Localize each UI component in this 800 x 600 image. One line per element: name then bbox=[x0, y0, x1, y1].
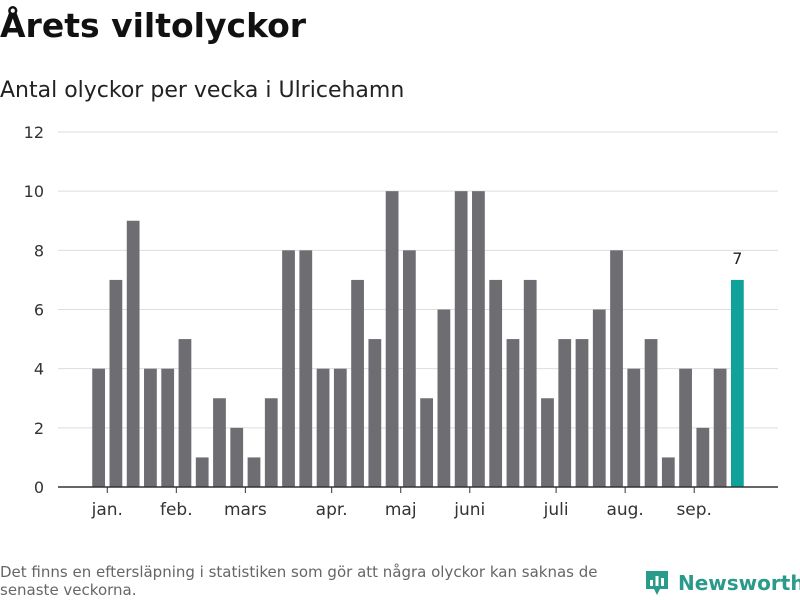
chart-title: Årets viltolyckor bbox=[0, 6, 307, 45]
bar bbox=[679, 368, 692, 487]
bar bbox=[213, 398, 226, 487]
bar bbox=[541, 398, 554, 487]
brand-name: Newsworthy bbox=[678, 571, 800, 595]
bar bbox=[230, 427, 244, 487]
bar bbox=[506, 339, 520, 487]
x-month-label: juni bbox=[453, 500, 485, 520]
bar bbox=[472, 191, 485, 488]
newsworthy-logo[interactable]: Newsworthy bbox=[644, 569, 800, 597]
last-value-label: 7 bbox=[732, 249, 742, 268]
newsworthy-logo-icon bbox=[646, 571, 668, 595]
bar bbox=[316, 368, 330, 487]
bar bbox=[558, 339, 572, 487]
bar bbox=[402, 250, 416, 487]
bar-chart: 0 2 4 6 8 10 12 jan. feb. mars apr. maj juni juli aug… bbox=[24, 123, 778, 520]
y-tick-label: 10 bbox=[24, 182, 44, 201]
bar bbox=[592, 309, 606, 487]
bar bbox=[610, 250, 623, 487]
x-axis-month-labels: jan. feb. mars apr. maj juni juli aug. sep. bbox=[91, 487, 712, 520]
y-tick-label: 6 bbox=[34, 301, 44, 320]
bar bbox=[299, 250, 313, 487]
bar-latest-week bbox=[730, 279, 744, 487]
x-month-label: juli bbox=[543, 500, 569, 520]
bar bbox=[126, 220, 140, 487]
bar bbox=[247, 457, 261, 487]
y-tick-label: 0 bbox=[34, 478, 44, 497]
bar bbox=[109, 279, 123, 487]
bar bbox=[661, 457, 675, 487]
bar bbox=[454, 191, 468, 488]
bar bbox=[575, 339, 589, 487]
bar bbox=[144, 368, 157, 487]
x-month-label: feb. bbox=[160, 500, 193, 520]
bar bbox=[92, 368, 106, 487]
bar bbox=[437, 309, 451, 487]
bar bbox=[696, 427, 710, 487]
y-tick-label: 2 bbox=[34, 419, 44, 438]
footnote: Det finns en eftersläpning i statistiken… bbox=[0, 563, 598, 599]
bar bbox=[385, 191, 399, 488]
x-month-label: aug. bbox=[606, 500, 643, 520]
bars bbox=[92, 191, 744, 488]
x-month-label: maj bbox=[385, 500, 417, 520]
y-tick-label: 8 bbox=[34, 241, 44, 260]
bar bbox=[282, 250, 295, 487]
bar bbox=[627, 368, 641, 487]
y-tick-label: 12 bbox=[24, 123, 44, 142]
bar bbox=[351, 279, 364, 487]
bar bbox=[264, 398, 278, 487]
grid-lines bbox=[58, 131, 778, 429]
x-month-label: mars bbox=[224, 500, 267, 520]
y-tick-label: 4 bbox=[34, 360, 44, 379]
bar bbox=[195, 457, 209, 487]
bar bbox=[644, 339, 658, 487]
x-month-label: apr. bbox=[316, 500, 348, 520]
bar bbox=[368, 339, 382, 487]
bar bbox=[161, 368, 175, 487]
bar bbox=[333, 368, 347, 487]
x-month-label: jan. bbox=[91, 500, 123, 520]
bar bbox=[489, 279, 503, 487]
y-axis-ticks: 0 2 4 6 8 10 12 bbox=[24, 123, 44, 497]
bar bbox=[713, 368, 727, 487]
bar bbox=[178, 339, 192, 487]
bar bbox=[420, 398, 434, 487]
chart-subtitle: Antal olyckor per vecka i Ulricehamn bbox=[0, 78, 405, 103]
bar bbox=[523, 279, 537, 487]
x-month-label: sep. bbox=[676, 500, 712, 520]
